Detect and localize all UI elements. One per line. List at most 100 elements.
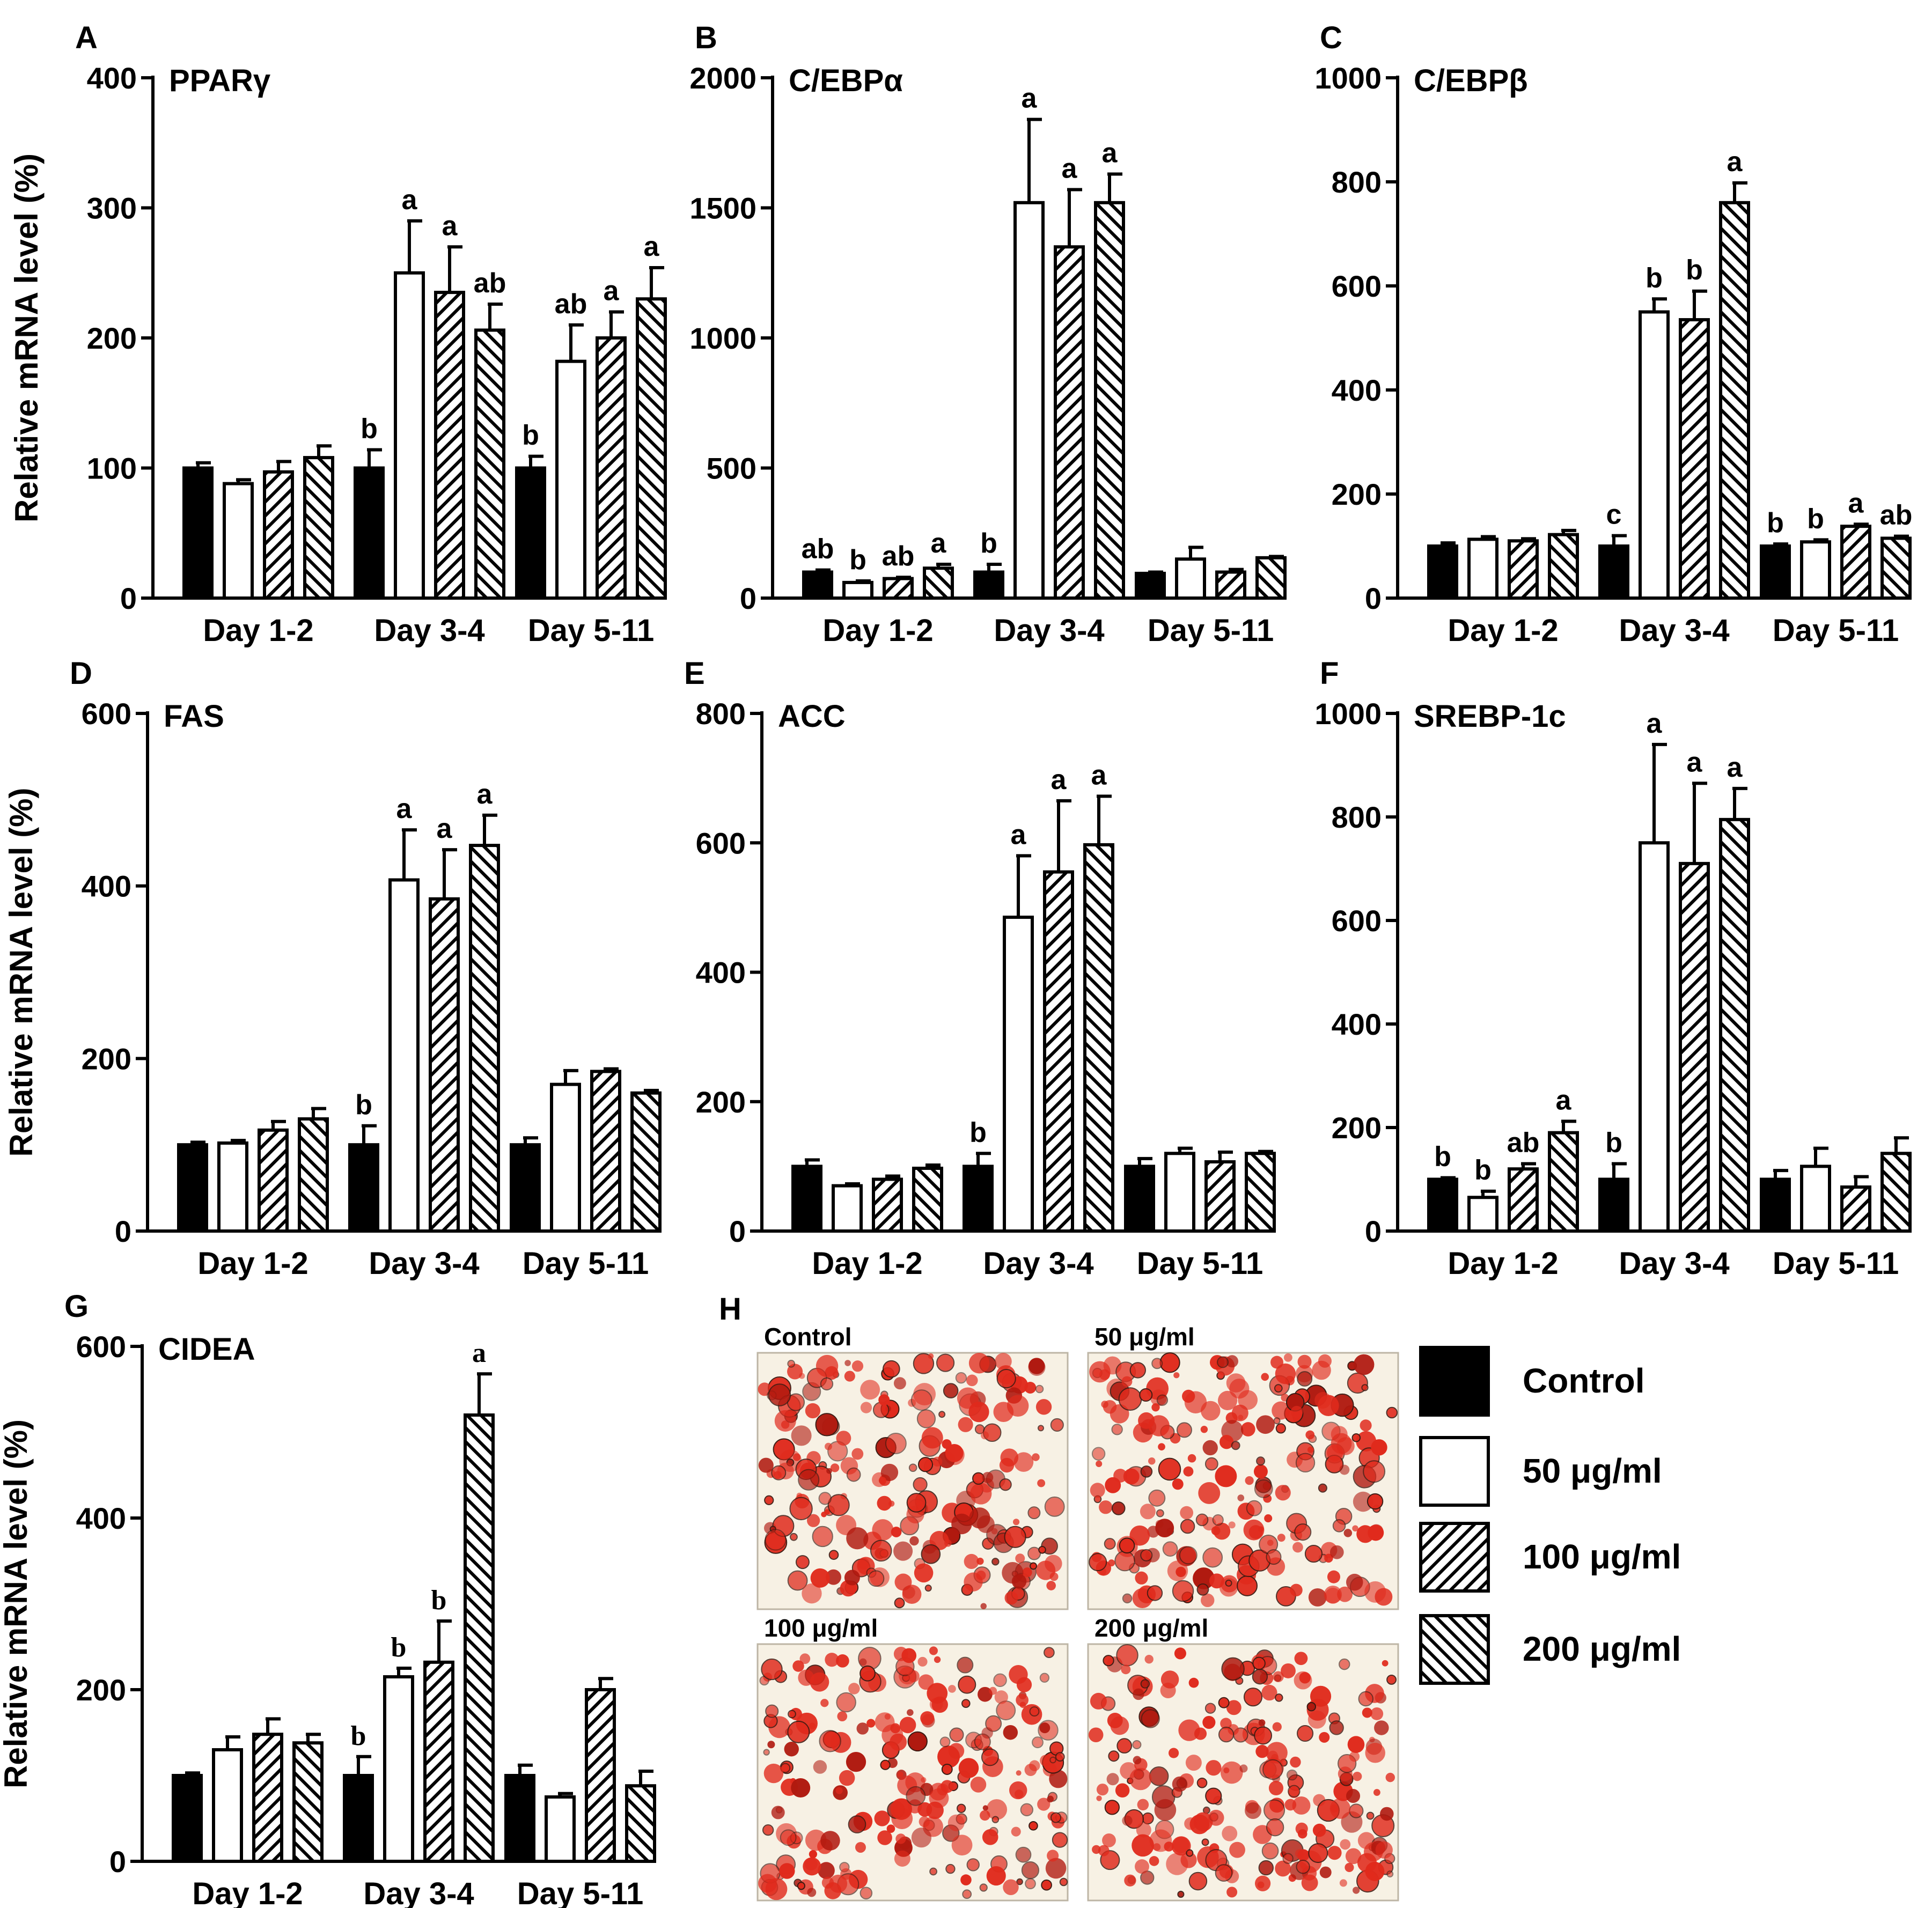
y-tick-label: 300	[87, 191, 137, 225]
lipid-droplet	[1096, 1460, 1103, 1468]
lipid-droplet	[1027, 1506, 1041, 1520]
lipid-droplet	[1295, 1849, 1304, 1859]
lipid-droplet	[1090, 1692, 1107, 1710]
lipid-droplet	[877, 1830, 892, 1845]
legend-swatch	[1419, 1436, 1490, 1507]
lipid-droplet	[1133, 1688, 1144, 1700]
lipid-droplet	[878, 1477, 886, 1485]
lipid-droplet	[1286, 1769, 1298, 1781]
bar	[802, 570, 833, 600]
lipid-droplet	[1136, 1822, 1151, 1838]
bar	[832, 1184, 863, 1233]
legend-swatch	[1419, 1346, 1490, 1417]
bar	[354, 466, 385, 600]
lipid-droplet	[1237, 1575, 1258, 1596]
lipid-droplet	[986, 1866, 1006, 1886]
lipid-droplet	[1368, 1524, 1384, 1541]
lipid-droplet	[836, 1692, 856, 1713]
lipid-droplet	[1183, 1466, 1194, 1477]
lipid-droplet	[767, 1741, 775, 1749]
bar	[1135, 571, 1166, 600]
lipid-droplet	[813, 1760, 827, 1774]
lipid-droplet	[1257, 1881, 1265, 1889]
lipid-droplet	[1215, 1465, 1237, 1487]
lipid-droplet	[907, 1709, 914, 1716]
legend-entry: Control	[1419, 1346, 1645, 1417]
lipid-droplet	[907, 1731, 928, 1752]
legend-label: 200 μg/ml	[1523, 1630, 1681, 1668]
lipid-droplet	[1221, 1657, 1245, 1681]
y-tick-label: 200	[82, 1042, 131, 1075]
x-tick-label: Day 5-11	[523, 1246, 649, 1281]
lipid-droplet	[1179, 1546, 1198, 1565]
bar	[303, 456, 334, 600]
lipid-droplet	[982, 1471, 994, 1483]
lipid-droplet	[1327, 1846, 1342, 1860]
lipid-droplet	[934, 1656, 941, 1663]
lipid-droplet	[1238, 1415, 1244, 1420]
lipid-droplet	[1288, 1785, 1301, 1798]
lipid-droplet	[1252, 1669, 1268, 1685]
lipid-droplet	[1290, 1583, 1303, 1597]
lipid-droplet	[881, 1724, 903, 1746]
lipid-droplet	[1297, 1354, 1312, 1369]
x-tick-label: Day 1-2	[197, 1246, 308, 1281]
lipid-droplet	[1173, 1837, 1189, 1853]
bar	[1840, 525, 1871, 600]
lipid-droplet	[1314, 1392, 1332, 1409]
significance-letter: a	[1051, 764, 1067, 795]
lipid-droplet	[1256, 1456, 1266, 1466]
significance-letter: a	[1022, 83, 1038, 114]
lipid-droplet	[868, 1570, 885, 1587]
lipid-droplet	[1201, 1593, 1215, 1608]
lipid-droplet	[1156, 1509, 1164, 1517]
lipid-droplet	[1266, 1818, 1284, 1837]
lipid-droplet	[955, 1372, 967, 1384]
lipid-droplet	[771, 1806, 785, 1819]
lipid-droplet	[936, 1353, 955, 1372]
y-tick-label: 1500	[689, 191, 756, 225]
lipid-droplet	[1218, 1726, 1235, 1743]
lipid-droplet	[1148, 1415, 1170, 1436]
lipid-droplet	[1245, 1802, 1262, 1819]
legend-entry: 50 μg/ml	[1419, 1436, 1662, 1507]
lipid-droplet	[1353, 1887, 1360, 1894]
lipid-droplet	[1104, 1800, 1120, 1815]
lipid-droplet	[958, 1417, 973, 1432]
lipid-droplet	[1298, 1829, 1307, 1839]
lipid-droplet	[1038, 1545, 1046, 1554]
lipid-droplet	[1312, 1823, 1326, 1837]
bar	[1760, 1177, 1791, 1233]
lipid-droplet	[1295, 1453, 1316, 1473]
bar	[923, 566, 954, 600]
x-tick-label: Day 3-4	[363, 1876, 474, 1908]
lipid-droplet	[1324, 1585, 1342, 1604]
lipid-droplet	[806, 1514, 820, 1527]
micrograph: 100 μg/ml	[756, 1614, 1069, 1902]
lipid-droplet	[1275, 1485, 1291, 1501]
lipid-droplet	[1198, 1482, 1221, 1504]
lipid-droplet	[856, 1722, 869, 1735]
significance-letter: b	[355, 1089, 372, 1121]
lipid-droplet	[886, 1824, 895, 1833]
lipid-droplet	[1339, 1879, 1347, 1887]
y-tick-label: 200	[1332, 477, 1382, 511]
lipid-droplet	[765, 1529, 787, 1551]
lipid-droplet	[964, 1572, 983, 1592]
chart-panel-f: F SREBP-1c 0 200 400 600 800 1000 Day 1-2 Day 3-4…	[1314, 656, 1912, 1281]
lipid-droplet	[1256, 1415, 1275, 1434]
significance-letter: a	[1727, 146, 1743, 178]
significance-letter: b	[1434, 1141, 1451, 1173]
lipid-droplet	[1275, 1860, 1291, 1877]
lipid-droplet	[1162, 1541, 1178, 1557]
lipid-droplet	[1108, 1750, 1120, 1762]
lipid-droplet	[1218, 1697, 1230, 1708]
x-tick-label: Day 1-2	[192, 1876, 303, 1908]
lipid-droplet	[1140, 1549, 1153, 1561]
lipid-droplet	[966, 1374, 978, 1387]
lipid-droplet	[986, 1799, 1008, 1820]
lipid-droplet	[761, 1658, 783, 1681]
lipid-droplet	[880, 1463, 899, 1482]
y-axis-label: Relative mRNA level (%)	[3, 787, 39, 1156]
lipid-droplet	[1040, 1755, 1052, 1766]
